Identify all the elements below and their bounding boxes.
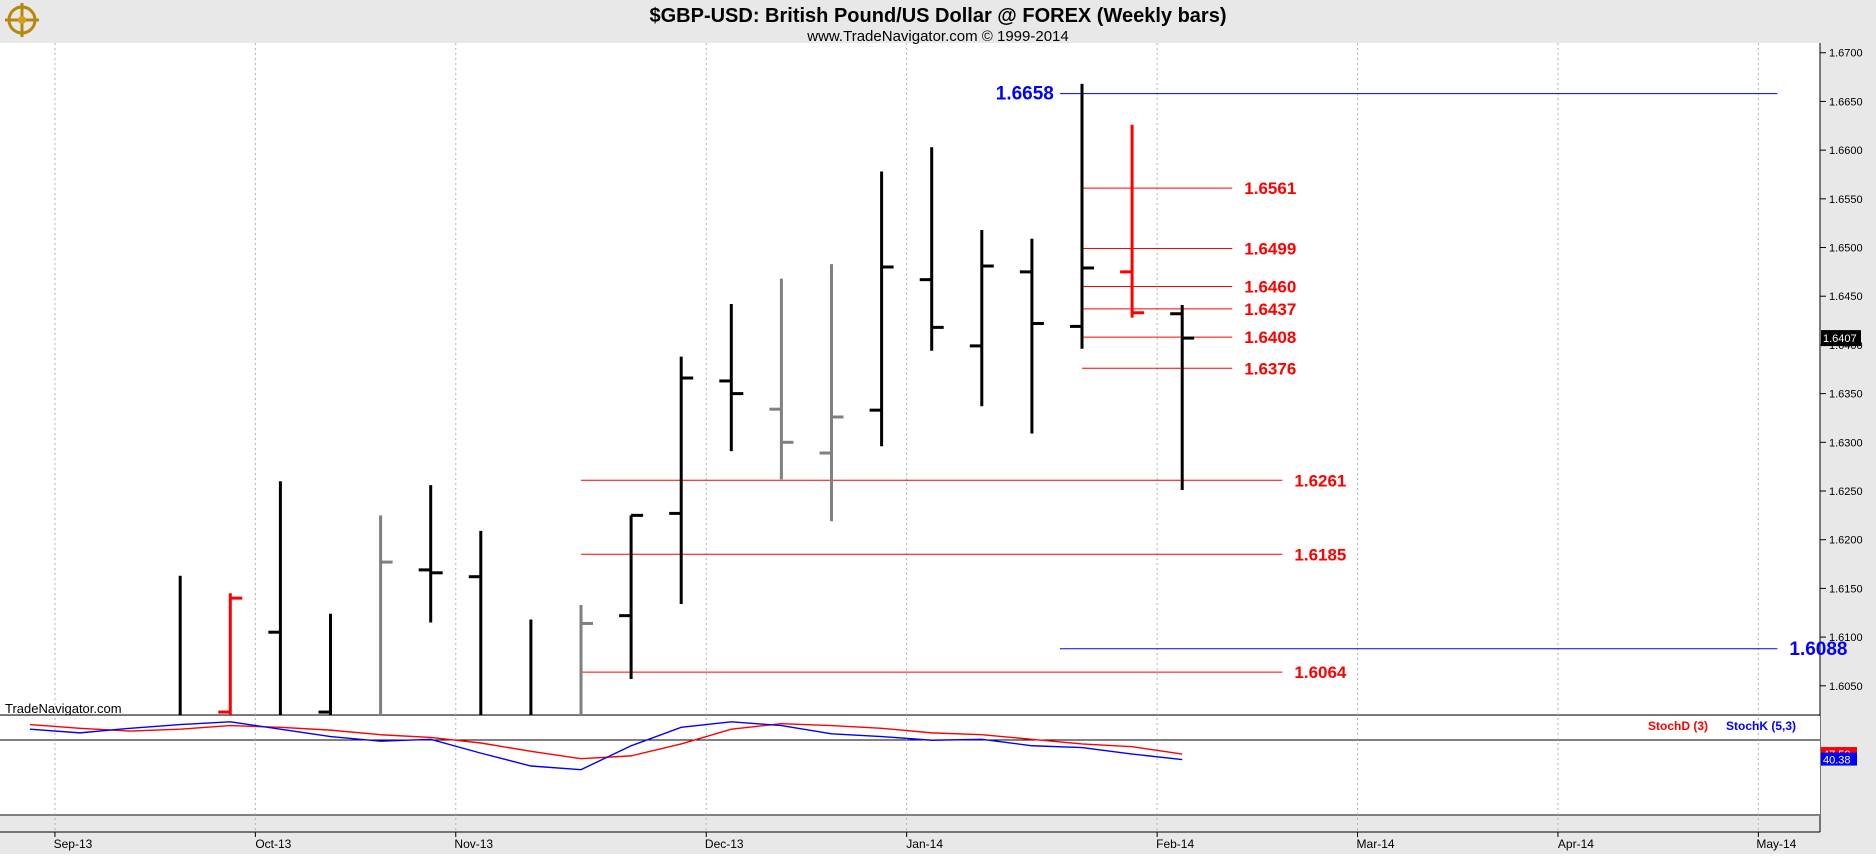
ohlc-bar <box>418 485 443 623</box>
date-tick-label: Sep-13 <box>54 837 93 851</box>
ohlc-bar <box>719 304 744 452</box>
stoch-legend-label: StochK (5,3) <box>1726 719 1796 733</box>
ohlc-bar <box>669 356 694 604</box>
price-tick-label: 1.6150 <box>1829 583 1863 595</box>
price-tick-label: 1.6250 <box>1829 486 1863 498</box>
last-price-box <box>1821 330 1861 347</box>
level-label: 1.6561 <box>1244 179 1296 198</box>
price-tick-label: 1.6550 <box>1829 194 1863 206</box>
ohlc-bars <box>178 83 1195 715</box>
price-tick-label: 1.6350 <box>1829 389 1863 401</box>
level-label: 1.6460 <box>1244 277 1296 296</box>
level-label: 1.6437 <box>1244 300 1296 319</box>
ohlc-bar <box>218 593 243 715</box>
date-tick-label: Jan-14 <box>906 837 943 851</box>
ohlc-bar <box>1019 238 1044 434</box>
price-tick-label: 1.6050 <box>1829 681 1863 693</box>
stoch-value-label: 40.38 <box>1823 755 1851 767</box>
date-tick-label: May-14 <box>1756 837 1796 851</box>
price-tick-label: 1.6650 <box>1829 96 1863 108</box>
price-axis-area <box>1820 43 1876 854</box>
level-label: 1.6088 <box>1789 639 1847 660</box>
price-tick-label: 1.6500 <box>1829 243 1863 255</box>
level-label: 1.6658 <box>996 84 1054 105</box>
ohlc-bar <box>1070 83 1094 349</box>
level-label: 1.6376 <box>1244 359 1296 378</box>
price-tick-label: 1.6450 <box>1829 291 1863 303</box>
ohlc-bar <box>869 171 894 447</box>
ohlc-bar <box>268 481 282 715</box>
price-tick-label: 1.6700 <box>1829 48 1863 60</box>
date-tick-label: Feb-14 <box>1156 837 1194 851</box>
ohlc-bar <box>468 530 483 715</box>
date-axis: Sep-13 Oct-13 Nov-13 Dec-13 Jan-14 Feb-14 Mar-… <box>54 832 1797 851</box>
ohlc-bar <box>379 515 393 715</box>
ohlc-bar <box>619 513 644 679</box>
ohlc-bar <box>969 229 994 407</box>
level-label: 1.6499 <box>1244 239 1296 258</box>
price-levels: 1.6658 1.6561 1.6499 1.6460 1.6437 1.6408 1.63… <box>581 84 1848 682</box>
price-tick-label: 1.6600 <box>1829 145 1863 157</box>
level-label: 1.6261 <box>1294 471 1346 490</box>
price-tick-label: 1.6100 <box>1829 632 1863 644</box>
date-tick-label: Apr-14 <box>1558 837 1594 851</box>
tradenavigator-logo-icon <box>5 3 39 37</box>
chart-subtitle: www.TradeNavigator.com © 1999-2014 <box>806 28 1068 45</box>
month-grid <box>54 43 1759 832</box>
level-label: 1.6064 <box>1294 663 1347 682</box>
watermark: TradeNavigator.com <box>5 701 122 716</box>
level-label: 1.6185 <box>1294 545 1346 564</box>
last-price-label: 1.6407 <box>1823 333 1857 345</box>
stoch-series-line <box>29 721 1183 771</box>
ohlc-bar <box>318 613 332 715</box>
ohlc-bar <box>1120 124 1145 318</box>
date-tick-label: Nov-13 <box>454 837 493 851</box>
plot-area <box>0 43 1820 715</box>
ohlc-bar <box>1170 304 1195 491</box>
ohlc-bar <box>819 264 844 522</box>
price-axis: 1.6050 1.6100 1.6150 1.6200 1.6250 1.6300 1.63… <box>1820 48 1863 693</box>
price-tick-label: 1.6200 <box>1829 535 1863 547</box>
date-tick-label: Dec-13 <box>705 837 744 851</box>
stoch-value-box <box>1821 752 1857 766</box>
ohlc-bar <box>579 604 593 715</box>
ohlc-bar <box>769 278 794 480</box>
price-tick-label: 1.6300 <box>1829 437 1863 449</box>
ohlc-bar <box>919 147 944 351</box>
chart-title: $GBP-USD: British Pound/US Dollar @ FORE… <box>649 5 1226 27</box>
stoch-legend-label: StochD (3) <box>1648 719 1708 733</box>
level-label: 1.6408 <box>1244 328 1296 347</box>
date-tick-label: Oct-13 <box>255 837 291 851</box>
date-tick-label: Mar-14 <box>1357 837 1395 851</box>
